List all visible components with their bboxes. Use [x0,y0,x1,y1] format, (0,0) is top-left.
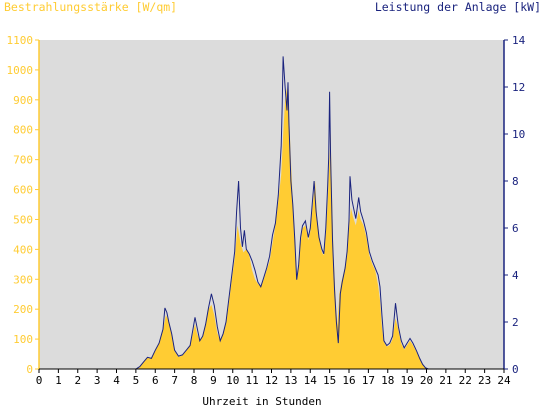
irradiance-area [39,87,504,370]
left-axis-title: Bestrahlungsstärke [W/qm] [4,0,177,14]
x-tick-label: 24 [497,374,511,387]
left-tick-label: 1100 [7,34,34,47]
x-tick-label: 15 [323,374,336,387]
right-tick-label: 14 [512,34,526,47]
x-tick-label: 20 [420,374,433,387]
x-tick-label: 22 [459,374,472,387]
x-tick-label: 0 [36,374,43,387]
left-tick-label: 900 [13,94,33,107]
right-tick-label: 2 [512,316,519,329]
right-tick-label: 8 [512,175,519,188]
x-tick-label: 18 [381,374,394,387]
x-tick-label: 12 [265,374,278,387]
x-tick-label: 1 [55,374,62,387]
left-tick-label: 600 [13,184,33,197]
x-tick-label: 8 [191,374,198,387]
x-tick-label: 3 [94,374,101,387]
right-axis-title: Leistung der Anlage [kW] [375,0,541,14]
left-tick-label: 100 [13,333,33,346]
x-tick-label: 23 [478,374,491,387]
right-tick-label: 0 [512,363,519,376]
left-tick-label: 0 [26,363,33,376]
left-tick-label: 500 [13,213,33,226]
x-tick-label: 19 [401,374,414,387]
x-tick-label: 4 [113,374,120,387]
left-tick-label: 300 [13,273,33,286]
x-tick-label: 21 [439,374,452,387]
x-axis-ticks: 0 1 2 3 4 5 6 7 8 9 10 11 12 13 14 15 16 17 18 19 20 21 22 23 24 [36,369,511,387]
right-tick-label: 12 [512,81,525,94]
x-tick-label: 9 [210,374,217,387]
right-tick-label: 10 [512,128,525,141]
x-tick-label: 16 [342,374,355,387]
x-tick-label: 6 [152,374,159,387]
x-tick-label: 17 [362,374,375,387]
x-tick-label: 5 [133,374,140,387]
x-tick-label: 7 [171,374,178,387]
x-tick-label: 11 [246,374,259,387]
left-axis-ticks: 0 100 200 300 400 500 600 700 800 900 1000 1100 [7,34,39,376]
x-tick-label: 14 [304,374,318,387]
left-tick-label: 1000 [7,64,34,77]
x-axis-label: Uhrzeit in Stunden [202,395,321,408]
right-tick-label: 4 [512,269,519,282]
left-tick-label: 800 [13,124,33,137]
x-tick-label: 2 [74,374,81,387]
left-tick-label: 400 [13,243,33,256]
left-tick-label: 700 [13,154,33,167]
power-line [39,56,504,370]
right-axis-ticks: 0 2 4 6 8 10 12 14 [504,34,526,376]
right-tick-label: 6 [512,222,519,235]
left-tick-label: 200 [13,303,33,316]
x-tick-label: 13 [284,374,297,387]
x-tick-label: 10 [226,374,239,387]
